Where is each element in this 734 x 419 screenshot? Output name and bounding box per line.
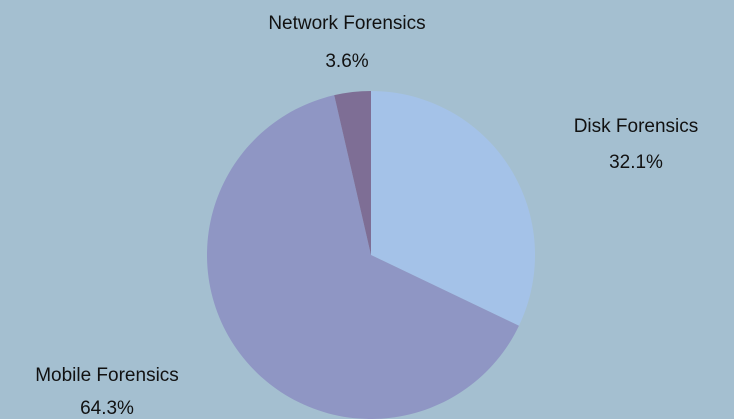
slice-value-network-forensics: 3.6% — [325, 51, 368, 72]
pie-slices — [206, 90, 536, 419]
slice-label-disk-forensics: Disk Forensics — [574, 116, 699, 137]
pie-slice-network-forensics — [334, 91, 371, 255]
slice-label-mobile-forensics: Mobile Forensics — [35, 365, 179, 386]
slice-value-mobile-forensics: 64.3% — [80, 398, 134, 419]
slice-value-disk-forensics: 32.1% — [609, 152, 663, 173]
slice-label-network-forensics: Network Forensics — [268, 13, 425, 34]
pie-slice-mobile-forensics — [206, 95, 519, 419]
pie-slice-disk-forensics — [371, 90, 536, 326]
